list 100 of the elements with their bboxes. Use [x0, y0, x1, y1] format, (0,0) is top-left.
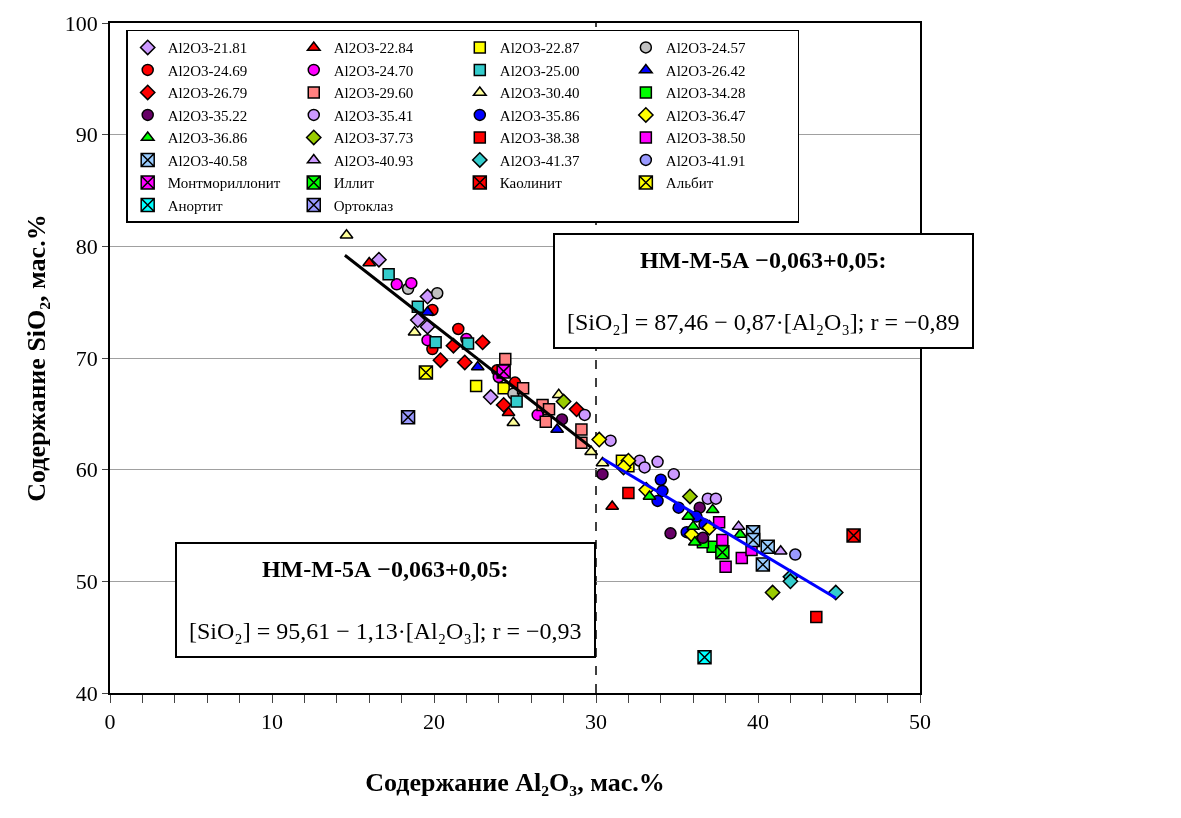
point: [760, 539, 775, 554]
y-axis-title: Содержание SiO₂, мас.%: [21, 214, 51, 502]
point: [682, 488, 698, 505]
legend-label: Al2O3-22.84: [333, 40, 414, 57]
x-tick-label: 0: [104, 709, 116, 735]
annotation: [SiO₂] = 87,46 − 0,87·[Al₂O₃]; r = −0,89: [567, 309, 960, 336]
point: [510, 395, 523, 408]
legend-label: Al2O3-41.37: [499, 152, 580, 169]
point: [568, 401, 585, 418]
point: [469, 379, 483, 393]
point: [596, 467, 609, 481]
legend-label: Al2O3-21.81: [167, 40, 248, 57]
point: [681, 510, 696, 521]
legend-label: Al2O3-29.60: [333, 85, 414, 102]
legend-label: Al2O3-34.28: [665, 85, 746, 102]
point: [789, 548, 802, 561]
point: [605, 500, 620, 511]
legend-label: Al2O3-37.73: [333, 130, 414, 147]
point: [709, 492, 723, 505]
point: [452, 322, 465, 336]
point: [432, 352, 449, 369]
x-tick-label: 40: [747, 709, 769, 735]
point: [773, 544, 788, 555]
point: [456, 354, 473, 371]
legend-label: Анортит: [167, 197, 223, 214]
y-tick-label: 90: [75, 122, 98, 148]
legend-label: Al2O3-40.58: [167, 152, 248, 169]
legend-label: Al2O3-35.41: [333, 107, 414, 124]
legend-label: Al2O3-36.86: [167, 130, 248, 147]
point: [705, 503, 720, 514]
point: [697, 650, 712, 665]
legend-label: Al2O3-25.00: [499, 62, 580, 79]
point: [664, 527, 677, 540]
legend-label: Каолинит: [499, 175, 563, 192]
point: [591, 431, 608, 448]
point: [667, 467, 681, 481]
legend-label: Al2O3-30.40: [499, 85, 580, 102]
legend-label: Al2O3-26.79: [167, 85, 248, 102]
point: [719, 560, 732, 574]
point: [555, 393, 572, 410]
point: [362, 256, 377, 267]
point: [810, 610, 823, 624]
point: [846, 528, 861, 543]
legend-label: Альбит: [665, 175, 714, 192]
y-tick-label: 60: [75, 457, 98, 483]
point: [405, 276, 418, 290]
legend-label: Ортоклаз: [333, 197, 394, 214]
point: [584, 445, 599, 456]
legend-label: Al2O3-24.70: [333, 62, 414, 79]
point: [651, 455, 664, 469]
point: [495, 397, 512, 413]
point: [420, 305, 435, 316]
point: [731, 520, 746, 531]
x-tick-label: 10: [261, 709, 283, 735]
point: [539, 415, 553, 428]
point: [575, 423, 588, 436]
legend-label: Al2O3-35.86: [499, 107, 580, 124]
y-tick-label: 100: [64, 10, 98, 36]
point: [474, 334, 491, 351]
legend-label: Al2O3-41.91: [665, 152, 746, 169]
legend-label: Al2O3-24.57: [665, 40, 746, 57]
point: [382, 268, 395, 281]
point: [638, 461, 651, 474]
x-axis-title: Содержание Al₂O₃, мас.%: [365, 768, 665, 798]
point: [715, 545, 730, 560]
point: [782, 573, 799, 590]
legend-label: Монтмориллонит: [167, 175, 281, 192]
y-tick-label: 40: [75, 680, 98, 706]
point: [430, 286, 444, 300]
point: [419, 288, 436, 305]
legend-label: Иллит: [333, 175, 375, 192]
y-tick-label: 80: [75, 234, 98, 260]
point: [716, 533, 729, 547]
point: [470, 360, 485, 371]
point: [764, 584, 781, 601]
point: [654, 473, 668, 486]
legend-label: Al2O3-36.47: [665, 107, 746, 124]
y-tick-label: 70: [75, 345, 98, 371]
point: [371, 251, 387, 268]
point: [499, 352, 512, 366]
legend-label: Al2O3-38.38: [499, 130, 580, 147]
legend-label: Al2O3-24.69: [167, 62, 248, 79]
x-tick-label: 30: [585, 709, 607, 735]
annotation: [SiO₂] = 95,61 − 1,13·[Al₂O₃]; r = −0,93: [189, 618, 582, 645]
point: [578, 408, 591, 422]
legend-label: Al2O3-40.93: [333, 152, 414, 169]
y-tick-label: 50: [75, 569, 98, 595]
point: [429, 336, 442, 349]
point: [506, 416, 521, 427]
point: [622, 486, 635, 500]
point: [409, 312, 426, 328]
legend-label: Al2O3-22.87: [499, 40, 580, 57]
annotation: НМ-М-5А −0,063+0,05:: [261, 556, 509, 582]
x-tick-label: 20: [423, 709, 445, 735]
legend-label: Al2O3-26.42: [665, 62, 746, 79]
point: [461, 337, 475, 350]
x-tick-label: 50: [909, 709, 931, 735]
point: [686, 520, 701, 531]
legend-label: Al2O3-38.50: [665, 130, 746, 147]
annotation: НМ-М-5А −0,063+0,05:: [639, 247, 887, 273]
